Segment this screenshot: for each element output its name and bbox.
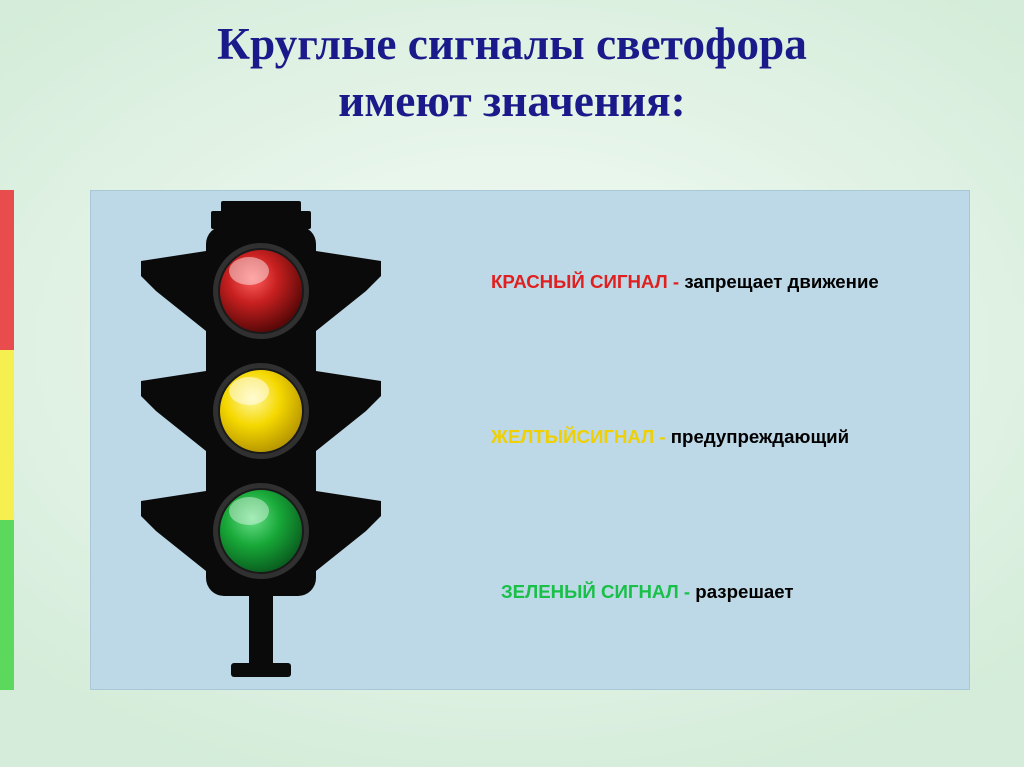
sidebar-seg-yellow xyxy=(0,350,14,520)
signal-red-desc: запрещает движение xyxy=(684,271,879,292)
signal-green-label: ЗЕЛЕНЫЙ СИГНАЛ - xyxy=(501,581,695,602)
signal-red: КРАСНЫЙ СИГНАЛ - запрещает движение xyxy=(491,271,879,293)
page-title: Круглые сигналы светофора имеют значения… xyxy=(0,0,1024,129)
sidebar-color-strip xyxy=(0,190,14,690)
signal-green: ЗЕЛЕНЫЙ СИГНАЛ - разрешает xyxy=(501,581,794,603)
traffic-light-icon xyxy=(121,201,401,681)
title-line-1: Круглые сигналы светофора xyxy=(217,19,807,69)
slide-background: Круглые сигналы светофора имеют значения… xyxy=(0,0,1024,767)
content-panel: КРАСНЫЙ СИГНАЛ - запрещает движение ЖЕЛТ… xyxy=(90,190,970,690)
title-line-2: имеют значения: xyxy=(338,76,685,126)
signal-yellow-label: ЖЕЛТЫЙСИГНАЛ - xyxy=(491,426,671,447)
signal-yellow: ЖЕЛТЫЙСИГНАЛ - предупреждающий xyxy=(491,426,849,448)
signal-yellow-desc: предупреждающий xyxy=(671,426,849,447)
signal-red-label: КРАСНЫЙ СИГНАЛ - xyxy=(491,271,684,292)
sidebar-seg-green xyxy=(0,520,14,690)
signal-green-desc: разрешает xyxy=(695,581,793,602)
sidebar-seg-red xyxy=(0,190,14,350)
